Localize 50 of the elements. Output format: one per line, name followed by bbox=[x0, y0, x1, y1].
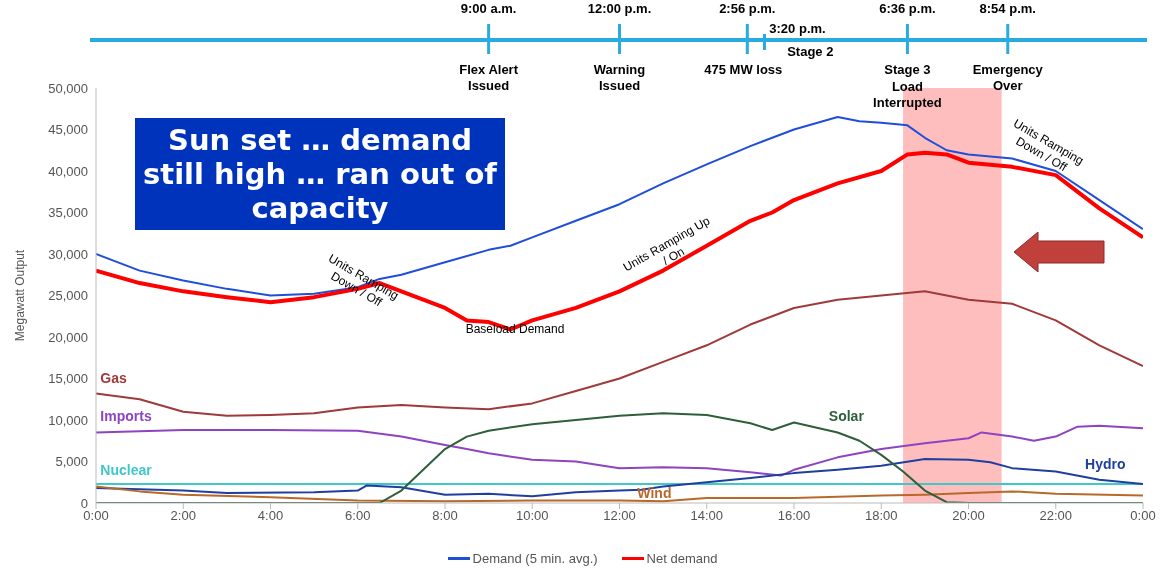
annotation: Baseload Demand bbox=[465, 322, 565, 336]
line-series bbox=[96, 424, 1143, 477]
text: Stage 3 bbox=[883, 62, 932, 78]
x-tick-label: 6:00 bbox=[345, 508, 371, 524]
x-tick-label: 12:00 bbox=[603, 508, 636, 524]
x-tick-label: 16:00 bbox=[777, 508, 811, 524]
y-tick-label: 15,000 bbox=[48, 371, 88, 387]
legend-label: Demand (5 min. avg.) bbox=[471, 551, 598, 566]
line-series bbox=[96, 458, 1143, 498]
x-tick-label: 22:00 bbox=[1039, 508, 1073, 524]
x2-tick-label: 6:36 p.m. bbox=[878, 1, 937, 16]
x-tick-label: 0:00 bbox=[1130, 508, 1156, 524]
series-label: Gas bbox=[100, 370, 127, 387]
series-label: Imports bbox=[100, 408, 152, 425]
y-tick-label: 45,000 bbox=[48, 122, 88, 138]
annotation: Sun set … demand still high … ran out of capacity bbox=[135, 118, 505, 230]
x2-tick-label: 8:54 p.m. bbox=[978, 1, 1037, 16]
x2-tick-label: 12:00 p.m. bbox=[586, 1, 653, 16]
y-tick-label: 50,000 bbox=[48, 80, 88, 96]
y-tick-label: 10,000 bbox=[48, 412, 88, 428]
text: Stage 2 bbox=[786, 44, 835, 60]
text: 475 MW loss bbox=[703, 62, 784, 78]
series-label: Hydro bbox=[1085, 456, 1126, 473]
x-tick-label: 4:00 bbox=[257, 508, 284, 524]
annotation: Flex Alert Issued bbox=[458, 62, 519, 94]
series-label: Wind bbox=[637, 485, 672, 502]
x-tick-label: 18:00 bbox=[864, 508, 898, 524]
x-tick-label: 10:00 bbox=[515, 508, 549, 524]
series-label: Nuclear bbox=[100, 461, 152, 478]
legend-label: Net demand bbox=[645, 551, 718, 566]
y-tick-label: 30,000 bbox=[48, 246, 88, 262]
y-tick-label: 35,000 bbox=[48, 205, 88, 221]
text: 3:20 p.m. bbox=[769, 21, 826, 36]
x2-tick-label: 9:00 a.m. bbox=[459, 1, 518, 16]
x-tick-label: 8:00 bbox=[432, 508, 458, 524]
annotation: Emergency Over bbox=[971, 62, 1044, 94]
annotation: Load Interrupted bbox=[872, 79, 943, 111]
y-tick-label: 0 bbox=[80, 495, 88, 511]
series-label: Solar bbox=[828, 407, 864, 424]
y-tick-label: 5,000 bbox=[55, 454, 88, 470]
y-axis-title: Megawatt Output bbox=[13, 249, 28, 342]
x2-tick-label: 2:56 p.m. bbox=[718, 1, 777, 16]
x-tick-label: 14:00 bbox=[690, 508, 724, 524]
y-tick-label: 20,000 bbox=[48, 329, 88, 345]
y-tick-label: 40,000 bbox=[48, 163, 88, 179]
x-tick-label: 2:00 bbox=[170, 508, 196, 524]
y-tick-label: 25,000 bbox=[48, 288, 88, 304]
x-tick-label: 20:00 bbox=[952, 508, 985, 524]
x-tick-label: 0:00 bbox=[83, 508, 109, 524]
annotation: Warning Issued bbox=[592, 62, 647, 94]
